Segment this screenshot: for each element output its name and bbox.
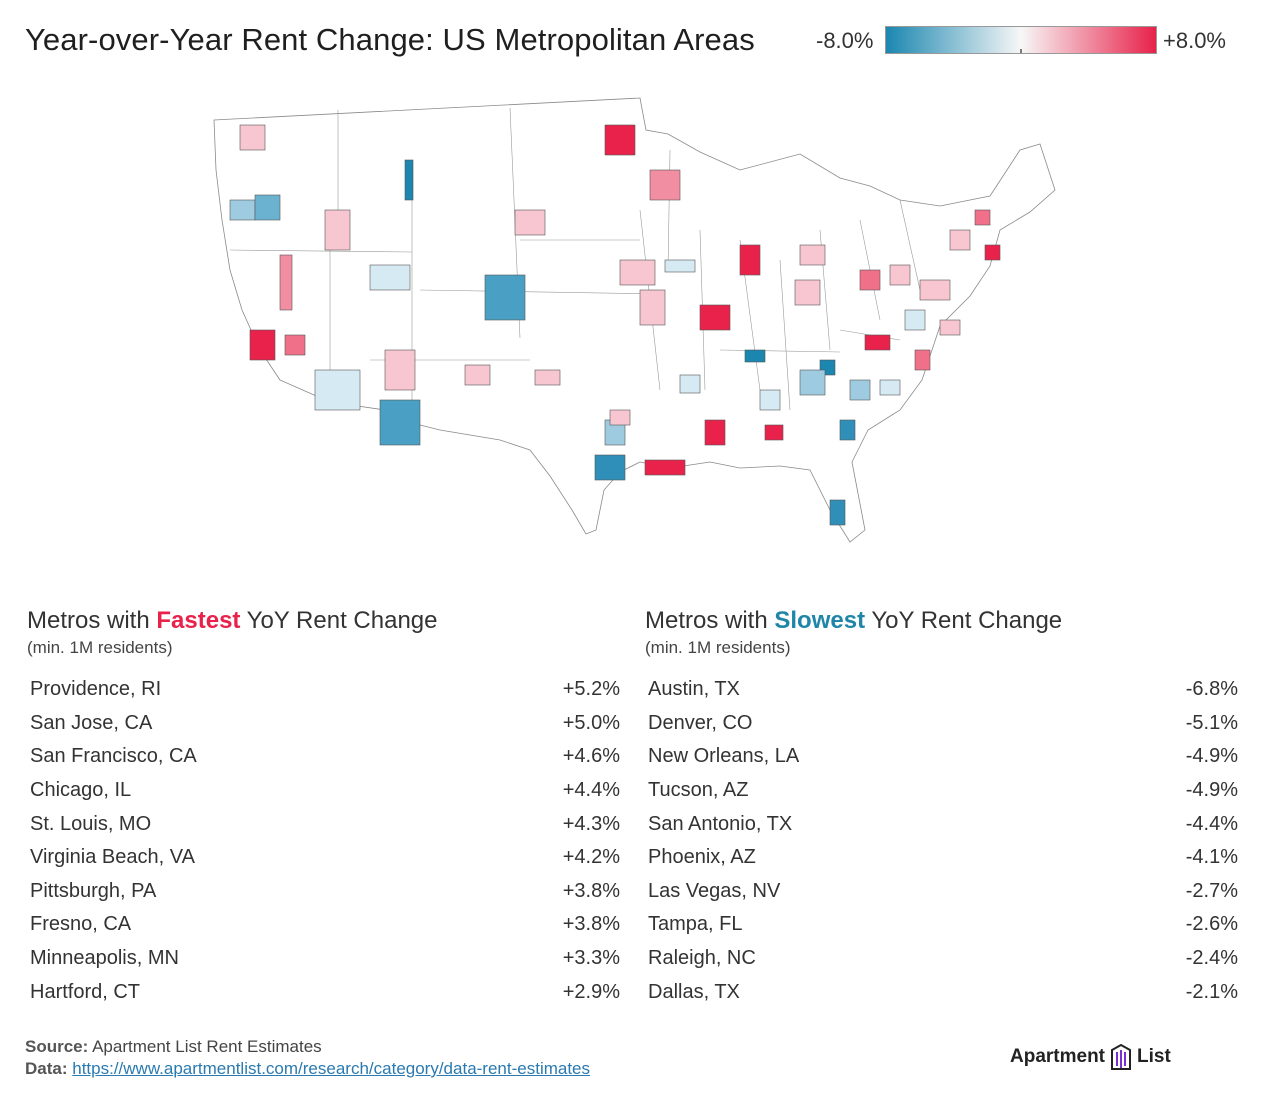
table-row: San Francisco, CA +4.6%	[30, 745, 620, 768]
metro-region	[759, 389, 781, 411]
table-row: Tampa, FL -2.6%	[648, 913, 1238, 936]
metro-region	[534, 369, 561, 386]
metro-region	[839, 419, 856, 441]
metro-region	[849, 379, 871, 401]
table-row: Chicago, IL +4.4%	[30, 779, 620, 802]
fastest-highlight: Fastest	[156, 607, 241, 634]
metro-region	[744, 349, 766, 363]
table-row: St. Louis, MO +4.3%	[30, 812, 620, 835]
slowest-highlight: Slowest	[774, 607, 866, 634]
metro-region	[904, 309, 926, 331]
legend-max-label: +8.0%	[1163, 28, 1226, 53]
metro-region	[514, 209, 546, 236]
metro-region	[914, 349, 931, 371]
table-row: Phoenix, AZ -4.1%	[648, 846, 1238, 869]
metro-region	[484, 274, 526, 321]
metro-region	[859, 269, 881, 291]
table-row: New Orleans, LA -4.9%	[648, 745, 1238, 768]
metro-region	[594, 454, 626, 481]
table-row: Austin, TX -6.8%	[648, 678, 1238, 701]
metro-region	[829, 499, 846, 526]
metro-region	[404, 159, 414, 201]
us-outline	[213, 97, 1056, 543]
metro-region	[249, 329, 276, 361]
table-row: Dallas, TX -2.1%	[648, 980, 1238, 1003]
table-row: Las Vegas, NV -2.7%	[648, 879, 1238, 902]
table-row: San Jose, CA +5.0%	[30, 711, 620, 734]
metro-region	[254, 194, 281, 221]
color-legend-bar	[885, 26, 1157, 54]
metro-region	[644, 459, 686, 476]
table-row: Virginia Beach, VA +4.2%	[30, 846, 620, 869]
metro-region	[639, 289, 666, 326]
slowest-table: Austin, TX -6.8% Denver, CO -5.1% New Orle…	[648, 673, 1238, 1009]
metro-region	[764, 424, 784, 441]
data-link[interactable]: https://www.apartmentlist.com/research/c…	[72, 1059, 591, 1078]
metro-region	[984, 244, 1001, 261]
metro-region	[379, 399, 421, 446]
metro-region	[799, 244, 826, 266]
metro-region	[649, 169, 681, 201]
us-metro-rent-map	[200, 90, 1070, 560]
metro-region	[464, 364, 491, 386]
metro-region	[239, 124, 266, 151]
table-row: Fresno, CA +3.8%	[30, 913, 620, 936]
table-row: Pittsburgh, PA +3.8%	[30, 879, 620, 902]
metro-region	[324, 209, 351, 251]
table-row: Minneapolis, MN +3.3%	[30, 947, 620, 970]
metro-region	[604, 124, 636, 156]
metro-region	[879, 379, 901, 396]
table-row: San Antonio, TX -4.4%	[648, 812, 1238, 835]
table-row: Denver, CO -5.1%	[648, 711, 1238, 734]
fastest-table: Providence, RI +5.2% San Jose, CA +5.0% Sa…	[30, 673, 620, 1009]
metro-region	[609, 409, 631, 426]
footer-source: Source: Apartment List Rent Estimates	[25, 1037, 322, 1056]
legend-min-label: -8.0%	[816, 28, 874, 53]
fastest-section-title: Metros with Fastest YoY Rent Change	[27, 607, 438, 634]
metro-region	[279, 254, 293, 311]
table-row: Raleigh, NC -2.4%	[648, 947, 1238, 970]
page-title: Year-over-Year Rent Change: US Metropoli…	[25, 22, 755, 57]
metro-region	[949, 229, 971, 251]
metro-region	[699, 304, 731, 331]
metro-region	[314, 369, 361, 411]
metro-region	[739, 244, 761, 276]
metro-region	[664, 259, 696, 273]
metro-region	[619, 259, 656, 286]
metro-region	[229, 199, 256, 221]
slowest-section-title: Metros with Slowest YoY Rent Change	[645, 607, 1063, 634]
metro-region	[889, 264, 911, 286]
footer-data: Data: https://www.apartmentlist.com/rese…	[25, 1059, 591, 1078]
brand-logo: Apartment List	[1010, 1042, 1171, 1072]
metro-region	[384, 349, 416, 391]
metro-region	[919, 279, 951, 301]
metro-region	[799, 369, 826, 396]
metro-region	[284, 334, 306, 356]
metro-region	[369, 264, 411, 291]
slowest-section-subtitle: (min. 1M residents)	[645, 638, 791, 657]
metro-region	[704, 419, 726, 446]
table-row: Tucson, AZ -4.9%	[648, 779, 1238, 802]
metro-region	[974, 209, 991, 226]
metro-region	[939, 319, 961, 336]
table-row: Providence, RI +5.2%	[30, 678, 620, 701]
table-row: Hartford, CT +2.9%	[30, 980, 620, 1003]
fastest-section-subtitle: (min. 1M residents)	[27, 638, 173, 657]
metro-region	[864, 334, 891, 351]
metro-region	[679, 374, 701, 394]
metro-region	[794, 279, 821, 306]
apartment-list-logo-icon	[1111, 1043, 1132, 1070]
